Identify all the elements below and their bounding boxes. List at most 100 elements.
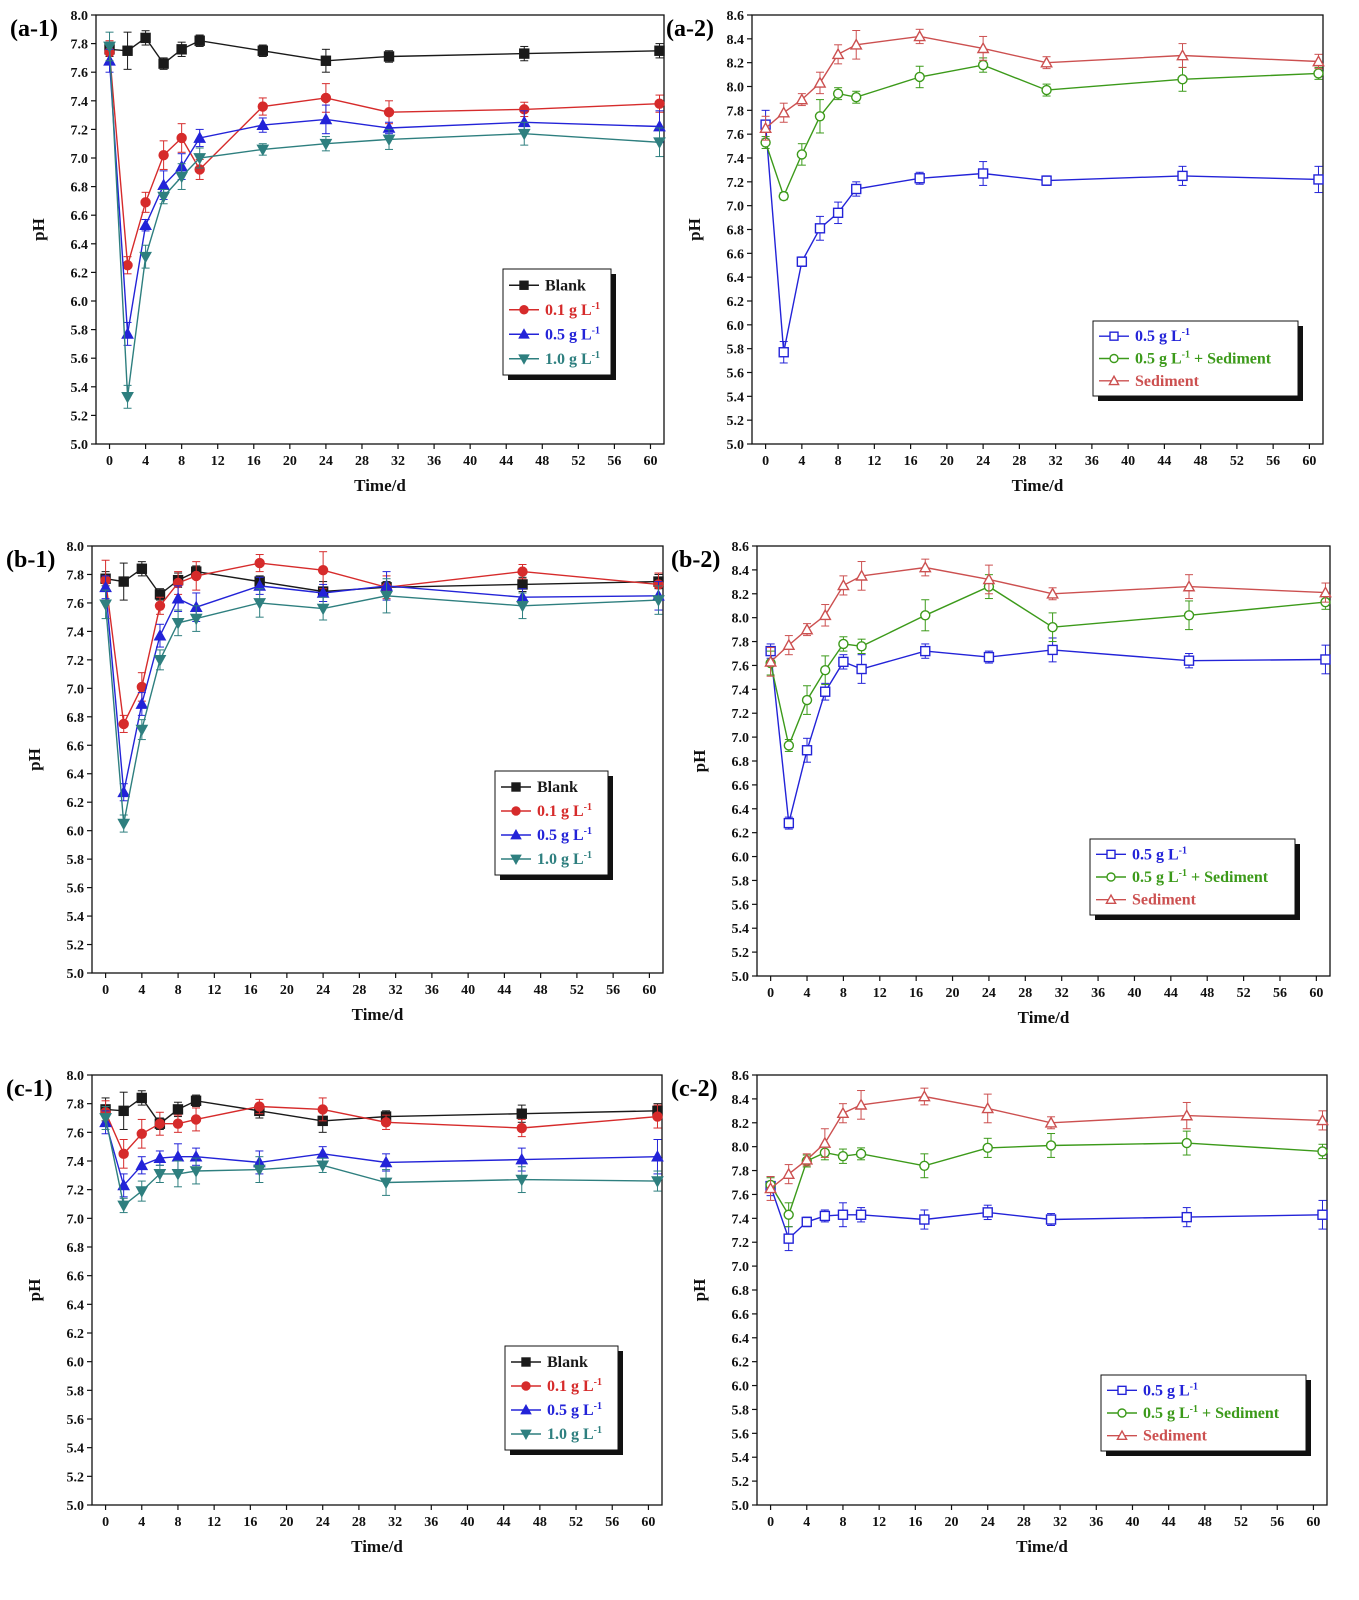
y-tick-label: 5.2 [71, 409, 89, 424]
y-tick-label: 7.6 [71, 66, 89, 81]
x-tick-label: 44 [497, 983, 511, 998]
data-point [516, 1122, 527, 1134]
data-point [819, 1210, 831, 1222]
x-tick-label: 48 [535, 454, 549, 469]
y-tick-label: 8.6 [732, 540, 750, 555]
y-tick-label: 8.0 [727, 81, 745, 96]
data-point [838, 656, 849, 668]
y-tick-label: 6.8 [67, 711, 85, 726]
legend-marker [1106, 872, 1116, 882]
y-tick-label: 6.0 [67, 1356, 85, 1371]
data-point [1176, 48, 1189, 61]
data-point [103, 41, 116, 54]
data-point [801, 1216, 812, 1228]
x-tick-label: 28 [1018, 986, 1032, 1001]
data-point [382, 134, 396, 147]
x-tick-label: 40 [460, 1515, 474, 1530]
y-tick-label: 5.0 [727, 438, 745, 453]
data-point [153, 655, 167, 667]
legend-label: 0.5 g L-1 [537, 826, 592, 844]
panel-label: (b-1) [6, 547, 55, 573]
x-tick-label: 36 [1089, 1515, 1103, 1530]
x-tick-label: 60 [641, 1515, 655, 1530]
data-point [135, 1186, 149, 1198]
x-tick-label: 60 [642, 983, 656, 998]
legend-box [1092, 320, 1299, 397]
legend-marker [1109, 353, 1119, 364]
series-green [765, 574, 1331, 752]
legend-marker [510, 828, 522, 840]
y-tick-label: 6.2 [727, 295, 745, 310]
y-tick-label: 5.4 [727, 390, 745, 405]
legend-label: 0.5 g L-1 [1132, 845, 1187, 863]
y-tick-label: 6.8 [732, 755, 750, 770]
data-point [316, 603, 330, 616]
y-tick-label: 6.6 [732, 779, 750, 794]
data-point [851, 92, 862, 103]
legend-marker [518, 354, 530, 365]
data-point [1045, 1140, 1057, 1151]
y-tick-label: 6.2 [67, 796, 85, 811]
y-tick-label: 7.4 [67, 1155, 85, 1170]
x-tick-label: 16 [904, 454, 918, 469]
y-tick-label: 7.4 [67, 625, 85, 640]
data-point [919, 1214, 930, 1225]
data-point [1040, 56, 1053, 68]
x-tick-label: 60 [1302, 454, 1316, 469]
y-tick-label: 6.0 [732, 851, 750, 866]
y-tick-label: 5.6 [67, 882, 85, 897]
y-tick-label: 7.6 [732, 659, 750, 674]
data-point [814, 223, 826, 234]
y-tick-label: 5.0 [67, 1499, 85, 1514]
data-point [516, 600, 529, 613]
x-tick-label: 4 [803, 1515, 810, 1530]
data-point [316, 1147, 330, 1159]
x-tick-label: 24 [316, 983, 330, 998]
data-point [783, 740, 795, 751]
data-point [1177, 74, 1188, 85]
data-point [316, 1160, 330, 1172]
legend-label: Sediment [1143, 1428, 1208, 1445]
data-point [118, 576, 129, 587]
y-tick-label: 5.0 [67, 967, 85, 982]
data-point [796, 256, 808, 267]
series-sediment [764, 558, 1332, 677]
y-axis-title: pH [25, 1279, 44, 1302]
data-point [654, 98, 665, 109]
data-point [175, 171, 189, 184]
data-point [517, 128, 531, 141]
y-tick-label: 6.8 [67, 1241, 85, 1256]
x-tick-label: 12 [873, 986, 887, 1001]
legend-label: 0.5 g L-1 + Sediment [1132, 868, 1269, 886]
x-tick-label: 20 [946, 986, 960, 1001]
data-point [652, 595, 665, 607]
data-point [832, 88, 844, 99]
x-tick-label: 52 [569, 1515, 583, 1530]
data-point [982, 1207, 993, 1218]
legend-marker [520, 1403, 532, 1415]
x-tick-label: 40 [1121, 454, 1135, 469]
x-tick-label: 44 [1157, 454, 1171, 469]
legend: Blank 0.1 g L-1 0.5 g L-1 1.0 g L-1 [502, 268, 616, 380]
data-point [136, 1092, 147, 1104]
data-point [778, 190, 789, 202]
data-point [651, 1176, 664, 1188]
data-point [764, 655, 778, 667]
y-tick-label: 6.6 [67, 1270, 85, 1285]
legend-marker [519, 305, 529, 315]
y-tick-label: 6.0 [732, 1380, 750, 1395]
data-point [176, 44, 187, 55]
data-point [977, 59, 989, 71]
x-tick-label: 44 [1162, 1515, 1176, 1530]
data-point [140, 32, 151, 44]
chart-panel-5: 5.0 5.2 5.4 5.6 5.8 6.0 6.2 6.4 6.6 6.8 7.0 7.2 7.4 7… [671, 1069, 1329, 1556]
data-point [1313, 68, 1324, 79]
y-tick-label: 5.6 [67, 1413, 85, 1428]
x-tick-label: 20 [945, 1515, 959, 1530]
y-tick-label: 7.0 [67, 1212, 85, 1227]
panel-label: (b-2) [671, 547, 720, 573]
x-tick-label: 36 [425, 983, 439, 998]
y-tick-label: 6.4 [732, 1332, 750, 1347]
x-tick-label: 8 [840, 986, 847, 1001]
data-point [920, 645, 931, 657]
